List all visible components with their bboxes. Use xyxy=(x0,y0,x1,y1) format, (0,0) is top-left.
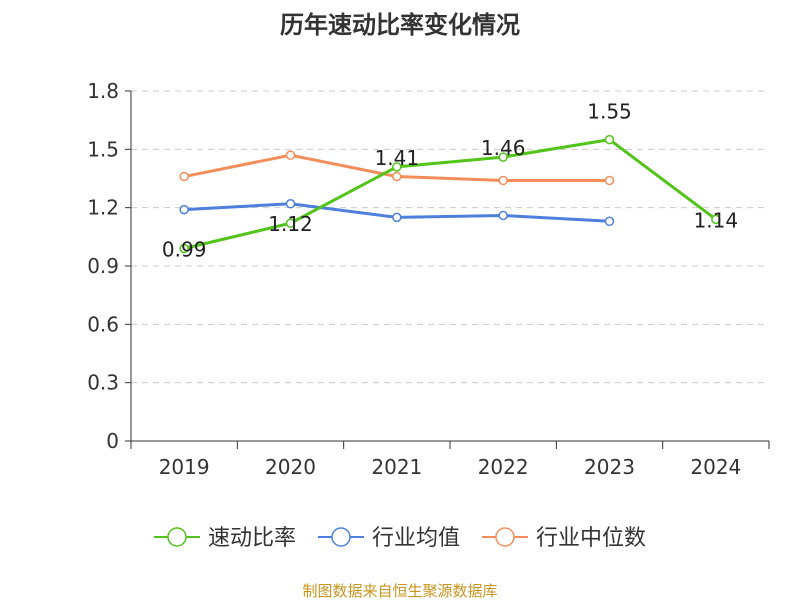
legend-marker xyxy=(495,527,515,547)
legend-item: 行业均值 xyxy=(318,526,460,551)
y-tick-label: 0.3 xyxy=(87,371,119,395)
legend-marker xyxy=(167,527,187,547)
data-point xyxy=(604,175,615,186)
data-label: 0.99 xyxy=(162,238,207,262)
series-1 xyxy=(179,199,615,227)
data-point xyxy=(179,204,189,215)
data-point xyxy=(285,199,296,209)
data-point xyxy=(604,134,615,145)
data-point xyxy=(179,171,189,182)
source-note: 制图数据来自恒生聚源数据库 xyxy=(302,582,497,600)
legend-item: 速动比率 xyxy=(154,526,296,551)
data-point xyxy=(498,152,508,162)
data-label: 1.46 xyxy=(481,136,526,160)
data-label: 1.14 xyxy=(694,208,739,232)
data-point xyxy=(498,210,508,221)
data-labels: 0.99 1.12 1.41 1.46 1.55 1.14 xyxy=(162,100,738,262)
data-point xyxy=(498,175,508,186)
data-label: 1.55 xyxy=(587,100,632,124)
y-tick-label: 1.8 xyxy=(87,79,119,103)
y-tick-label: 1.5 xyxy=(87,137,119,161)
data-point xyxy=(179,243,189,254)
y-tick-label: 0.6 xyxy=(87,312,119,336)
grid xyxy=(131,90,769,384)
y-tick-label: 0.9 xyxy=(87,254,119,278)
data-point xyxy=(392,212,402,223)
legend-label: 行业均值 xyxy=(372,526,460,551)
series-0 xyxy=(179,134,721,254)
y-tick-label: 0 xyxy=(106,429,119,453)
x-tick-label: 2019 xyxy=(159,455,210,479)
x-tick-label: 2020 xyxy=(265,455,316,479)
data-point xyxy=(711,214,721,225)
x-tick-label: 2021 xyxy=(371,455,422,479)
chart-title: 历年速动比率变化情况 xyxy=(280,11,520,39)
data-label: 1.41 xyxy=(375,146,420,170)
data-point xyxy=(392,171,402,182)
legend-item: 行业中位数 xyxy=(482,526,646,551)
series-2 xyxy=(179,150,615,186)
y-tick-label: 1.2 xyxy=(87,196,119,220)
legend-label: 速动比率 xyxy=(208,526,296,551)
data-point xyxy=(392,162,402,172)
data-point xyxy=(285,150,296,160)
data-label: 1.12 xyxy=(268,212,313,236)
legend-label: 行业中位数 xyxy=(536,526,646,551)
series-group xyxy=(179,134,721,254)
x-tick-label: 2022 xyxy=(478,455,529,479)
series-line xyxy=(183,138,717,250)
axes: 0 0.3 0.6 0.9 1.2 1.5 1.8 2019 2020 2021 2022 2023 2… xyxy=(87,79,770,479)
legend: 速动比率 行业均值 行业中位数 xyxy=(154,526,646,551)
legend-marker xyxy=(331,527,351,547)
x-tick-label: 2023 xyxy=(584,455,635,479)
data-point xyxy=(604,216,615,227)
data-point xyxy=(285,218,296,228)
x-tick-label: 2024 xyxy=(690,455,741,479)
